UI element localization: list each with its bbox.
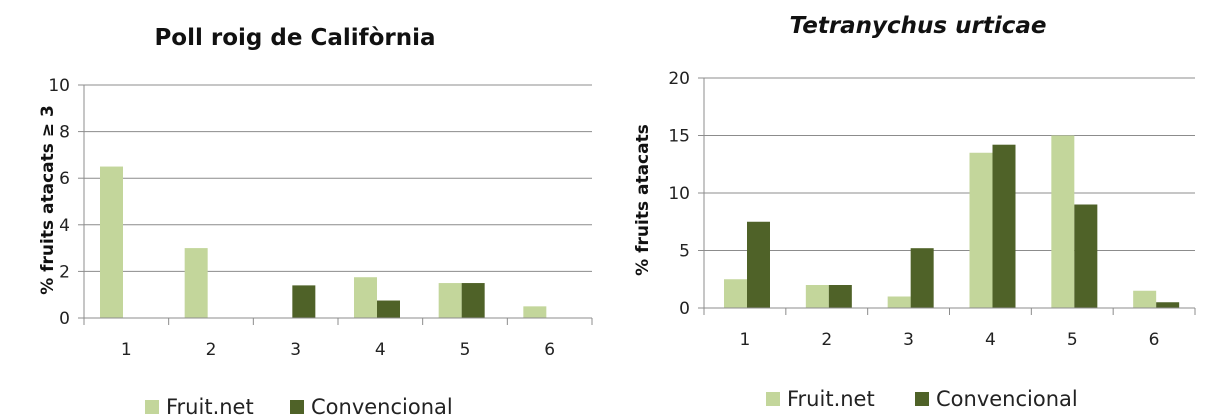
legend-label-convencional: Convencional [936, 387, 1078, 411]
x-axis [703, 78, 1196, 315]
x-tick-label: 3 [290, 340, 301, 360]
bar-fruitnet [887, 296, 911, 308]
y-tick-label: 15 [668, 127, 690, 147]
y-tick-label: 10 [668, 184, 690, 204]
y-axis-label: % fruits atacats ≥ 3 [38, 105, 58, 295]
chart-title: Poll roig de Califòrnia [154, 25, 435, 51]
x-tick-label: 4 [375, 340, 386, 360]
gridlines [78, 84, 592, 319]
x-axis [83, 85, 593, 325]
legend: Fruit.net Convencional [766, 387, 1078, 411]
legend-swatch-convencional [915, 392, 929, 406]
x-tick-label: 2 [206, 340, 217, 360]
gridlines [698, 77, 1195, 309]
y-tick-label: 8 [59, 123, 70, 143]
bar-fruitnet [805, 285, 829, 308]
x-tick-label: 6 [1149, 330, 1160, 350]
bar-convencional [377, 300, 400, 318]
bar-fruitnet [184, 248, 208, 318]
legend: Fruit.net Convencional [145, 395, 453, 419]
x-tick-label: 1 [121, 340, 132, 360]
x-tick-label: 4 [985, 330, 996, 350]
bar-convencional [910, 248, 934, 308]
y-tick-label: 5 [679, 242, 690, 262]
chart-title: Tetranychus urticae [790, 13, 1047, 39]
y-axis-label: % fruits atacats [633, 124, 653, 276]
bar-convencional [992, 144, 1016, 308]
bar-convencional [1074, 204, 1098, 308]
y-tick-labels: 0 2 4 6 8 10 [48, 76, 70, 329]
y-tick-labels: 0 5 10 15 20 [668, 69, 690, 319]
x-tick-label: 6 [544, 340, 555, 360]
bar-fruitnet [523, 306, 547, 318]
x-tick-labels: 1 2 3 4 5 6 [740, 330, 1160, 350]
bar-fruitnet [438, 283, 462, 318]
bar-fruitnet [969, 152, 993, 308]
chart-tetranychus: Tetranychus urticae % fruits atacats 051… [633, 13, 1196, 411]
x-tick-label: 1 [740, 330, 751, 350]
bar-fruitnet [1133, 290, 1157, 308]
x-tick-label: 2 [821, 330, 832, 350]
legend-label-fruitnet: Fruit.net [787, 387, 875, 411]
y-tick-label: 2 [59, 262, 70, 282]
legend-label-convencional: Convencional [311, 395, 453, 419]
bar-fruitnet [100, 166, 123, 318]
bar-convencional [461, 283, 485, 318]
bar-convencional [1156, 302, 1180, 308]
y-tick-label: 0 [59, 309, 70, 329]
y-tick-label: 6 [59, 169, 70, 189]
bar-convencional [292, 285, 316, 318]
bars [724, 135, 1180, 308]
y-tick-label: 0 [679, 299, 690, 319]
bar-fruitnet [354, 277, 377, 318]
legend-swatch-convencional [290, 400, 304, 414]
y-tick-label: 4 [59, 216, 70, 236]
legend-swatch-fruitnet [145, 400, 159, 414]
x-tick-labels: 1 2 3 4 5 6 [121, 340, 555, 360]
x-tick-label: 5 [460, 340, 471, 360]
bar-convencional [747, 221, 770, 308]
legend-swatch-fruitnet [766, 392, 780, 406]
y-tick-label: 20 [668, 69, 690, 89]
bar-convencional [828, 285, 852, 308]
bar-fruitnet [724, 279, 747, 308]
y-tick-label: 10 [48, 76, 70, 96]
bars [100, 166, 547, 318]
x-tick-label: 3 [903, 330, 914, 350]
x-tick-label: 5 [1067, 330, 1078, 350]
legend-label-fruitnet: Fruit.net [166, 395, 254, 419]
bar-fruitnet [1051, 135, 1075, 308]
chart-poll-roig: Poll roig de Califòrnia % fruits atacats… [38, 25, 593, 419]
